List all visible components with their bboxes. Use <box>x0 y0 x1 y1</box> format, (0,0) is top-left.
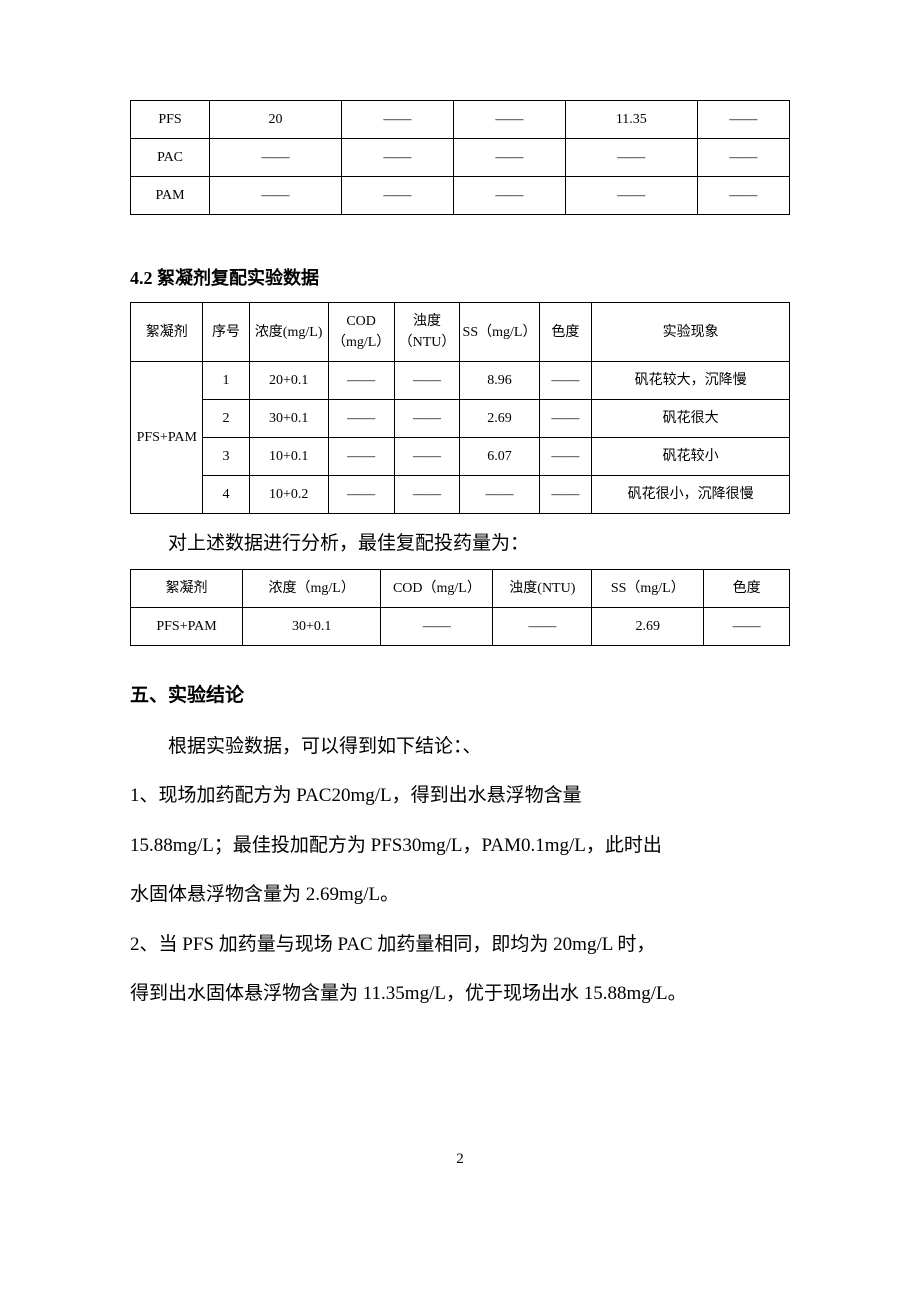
cell-cod: —— <box>381 607 493 645</box>
heading-section-5: 五、实验结论 <box>130 682 790 711</box>
th-flocculant: 絮凝剂 <box>131 303 203 362</box>
cell-phenomenon: 矾花很小，沉降很慢 <box>592 476 790 514</box>
cell-ss: —— <box>460 476 539 514</box>
cell-ss: 2.69 <box>592 607 704 645</box>
cell-turbidity: —— <box>394 362 460 400</box>
cell-conc: 10+0.1 <box>249 438 328 476</box>
th-conc: 浓度(mg/L) <box>249 303 328 362</box>
cell-color: —— <box>704 607 790 645</box>
cell-cod: —— <box>328 362 394 400</box>
cell-index: 4 <box>203 476 249 514</box>
th-cod: COD（mg/L） <box>328 303 394 362</box>
cell-index: 3 <box>203 438 249 476</box>
th-conc: 浓度（mg/L） <box>243 569 381 607</box>
th-flocculant: 絮凝剂 <box>131 569 243 607</box>
cell-conc: —— <box>210 177 342 215</box>
table-row: PFS+PAM 30+0.1 —— —— 2.69 —— <box>131 607 790 645</box>
th-index: 序号 <box>203 303 249 362</box>
table-row: PFS 20 —— —— 11.35 —— <box>131 101 790 139</box>
conclusion-p2-line2: 得到出水固体悬浮物含量为 11.35mg/L，优于现场出水 15.88mg/L。 <box>130 969 790 1018</box>
cell-color: —— <box>539 362 592 400</box>
cell-color: —— <box>539 476 592 514</box>
cell-color: —— <box>697 177 789 215</box>
th-turbidity: 浊度(NTU) <box>493 569 592 607</box>
cell-phenomenon: 矾花较大，沉降慢 <box>592 362 790 400</box>
conclusion-p1-line3: 水固体悬浮物含量为 2.69mg/L。 <box>130 870 790 919</box>
table-single-flocculant-summary: PFS 20 —— —— 11.35 —— PAC —— —— —— —— ——… <box>130 100 790 215</box>
table-row: 2 30+0.1 —— —— 2.69 —— 矾花很大 <box>131 400 790 438</box>
table-row: 3 10+0.1 —— —— 6.07 —— 矾花较小 <box>131 438 790 476</box>
cell-cod: —— <box>341 177 453 215</box>
cell-color: —— <box>539 438 592 476</box>
cell-turbidity: —— <box>453 101 565 139</box>
conclusion-p1-line2: 15.88mg/L；最佳投加配方为 PFS30mg/L，PAM0.1mg/L，此… <box>130 821 790 870</box>
table-header-row: 絮凝剂 浓度（mg/L） COD（mg/L） 浊度(NTU) SS（mg/L） … <box>131 569 790 607</box>
conclusion-intro: 根据实验数据，可以得到如下结论：、 <box>130 722 790 771</box>
cell-flocculant: PAM <box>131 177 210 215</box>
cell-turbidity: —— <box>394 438 460 476</box>
cell-color: —— <box>697 139 789 177</box>
table-header-row: 絮凝剂 序号 浓度(mg/L) COD（mg/L） 浊度（NTU） SS（mg/… <box>131 303 790 362</box>
th-color: 色度 <box>539 303 592 362</box>
table-row: 4 10+0.2 —— —— —— —— 矾花很小，沉降很慢 <box>131 476 790 514</box>
th-cod: COD（mg/L） <box>381 569 493 607</box>
cell-flocculant: PFS+PAM <box>131 607 243 645</box>
cell-ss: 6.07 <box>460 438 539 476</box>
conclusion-p1-line1: 1、现场加药配方为 PAC20mg/L，得到出水悬浮物含量 <box>130 771 790 820</box>
cell-color: —— <box>697 101 789 139</box>
cell-turbidity: —— <box>453 139 565 177</box>
cell-conc: —— <box>210 139 342 177</box>
cell-cod: —— <box>341 101 453 139</box>
cell-flocculant: PAC <box>131 139 210 177</box>
cell-turbidity: —— <box>493 607 592 645</box>
cell-conc: 30+0.1 <box>249 400 328 438</box>
cell-flocculant-group: PFS+PAM <box>131 362 203 514</box>
cell-conc: 20+0.1 <box>249 362 328 400</box>
table-optimal-dosage: 絮凝剂 浓度（mg/L） COD（mg/L） 浊度(NTU) SS（mg/L） … <box>130 569 790 646</box>
heading-4-2: 4.2 絮凝剂复配实验数据 <box>130 265 790 292</box>
th-turbidity: 浊度（NTU） <box>394 303 460 362</box>
cell-ss: 2.69 <box>460 400 539 438</box>
table-row: PFS+PAM 1 20+0.1 —— —— 8.96 —— 矾花较大，沉降慢 <box>131 362 790 400</box>
cell-flocculant: PFS <box>131 101 210 139</box>
cell-cod: —— <box>328 400 394 438</box>
conclusion-p2-line1: 2、当 PFS 加药量与现场 PAC 加药量相同，即均为 20mg/L 时， <box>130 920 790 969</box>
cell-conc: 30+0.1 <box>243 607 381 645</box>
page-number: 2 <box>130 1148 790 1171</box>
cell-color: —— <box>539 400 592 438</box>
cell-ss: —— <box>565 139 697 177</box>
cell-turbidity: —— <box>453 177 565 215</box>
th-ss: SS（mg/L） <box>592 569 704 607</box>
cell-phenomenon: 矾花较小 <box>592 438 790 476</box>
cell-cod: —— <box>328 438 394 476</box>
analysis-text: 对上述数据进行分析，最佳复配投药量为： <box>130 530 790 559</box>
cell-cod: —— <box>341 139 453 177</box>
cell-index: 2 <box>203 400 249 438</box>
cell-cod: —— <box>328 476 394 514</box>
cell-ss: 8.96 <box>460 362 539 400</box>
cell-ss: —— <box>565 177 697 215</box>
table-compound-flocculant-data: 絮凝剂 序号 浓度(mg/L) COD（mg/L） 浊度（NTU） SS（mg/… <box>130 302 790 514</box>
cell-turbidity: —— <box>394 400 460 438</box>
table-row: PAC —— —— —— —— —— <box>131 139 790 177</box>
cell-conc: 10+0.2 <box>249 476 328 514</box>
cell-phenomenon: 矾花很大 <box>592 400 790 438</box>
th-phenomenon: 实验现象 <box>592 303 790 362</box>
cell-conc: 20 <box>210 101 342 139</box>
cell-index: 1 <box>203 362 249 400</box>
table-row: PAM —— —— —— —— —— <box>131 177 790 215</box>
th-ss: SS（mg/L） <box>460 303 539 362</box>
cell-ss: 11.35 <box>565 101 697 139</box>
th-color: 色度 <box>704 569 790 607</box>
cell-turbidity: —— <box>394 476 460 514</box>
